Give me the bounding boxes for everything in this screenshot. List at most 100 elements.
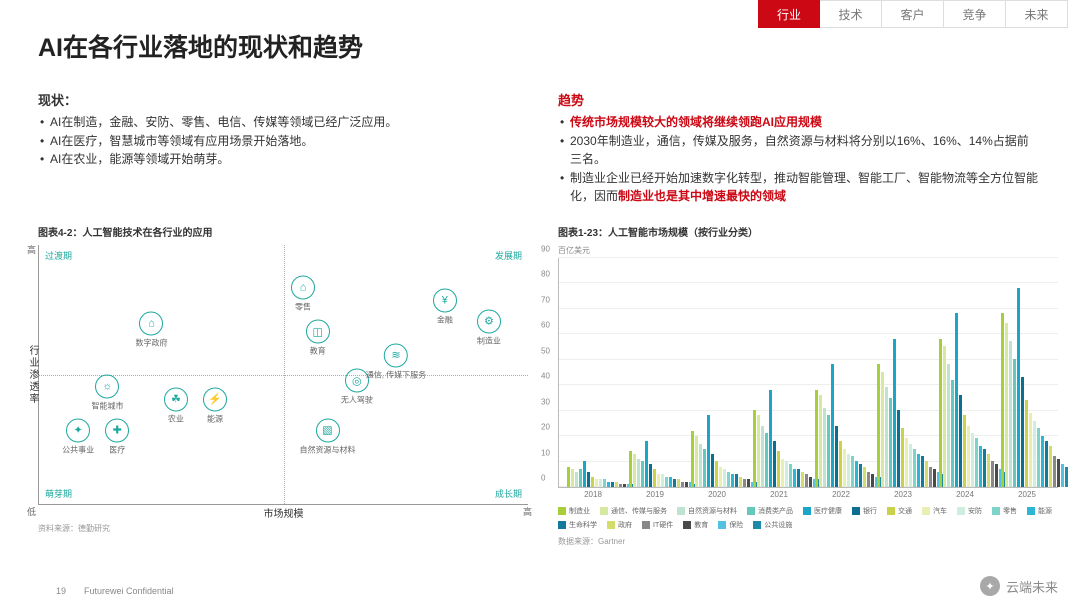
legend-swatch [957,507,965,515]
bar-group [939,313,1006,487]
bar [619,484,622,487]
node-label: 教育 [310,346,326,357]
bar [805,474,808,487]
bar [967,426,970,487]
status-bullet: AI在农业，能源等领域开始萌芽。 [38,150,518,169]
node-label: 金融 [437,315,453,326]
tab-行业[interactable]: 行业 [758,0,820,28]
bar [801,472,804,487]
bar [583,461,586,487]
bar [707,415,710,487]
bar [719,467,722,487]
bar [735,474,738,487]
bar [1009,341,1012,487]
bar [987,454,990,487]
ytick: 50 [541,346,550,355]
bar [711,454,714,487]
bar-group [815,364,882,487]
bar [757,415,760,487]
bar [773,441,776,487]
tab-未来[interactable]: 未来 [1006,0,1068,28]
year-label: 2021 [770,490,788,499]
node-label: 制造业 [477,335,501,346]
tab-客户[interactable]: 客户 [882,0,944,28]
legend-swatch [992,507,1000,515]
bar [921,456,924,487]
scatter-chart: 图表4-2：人工智能技术在各行业的应用 过渡期 发展期 萌芽期 成长期 行业渗透… [38,224,528,534]
bar [723,469,726,487]
bar [963,415,966,487]
node-icon: ✚ [105,418,129,442]
scatter-node: ⌂数字政府 [135,312,167,349]
year-label: 2023 [894,490,912,499]
ytick: 10 [541,448,550,457]
legend-swatch [558,521,566,529]
bar [881,372,884,487]
legend-swatch [642,521,650,529]
bar [1037,428,1040,487]
trend-bullet: 2030年制造业，通信，传媒及服务，自然资源与材料将分别以16%、16%、14%… [558,132,1038,169]
bar [859,464,862,487]
bar [661,474,664,487]
bar [637,459,640,487]
bar [877,364,880,487]
bar-group [1001,288,1068,487]
legend-label: 政府 [618,520,632,530]
scatter-node: ≋通信, 传媒下服务 [366,343,426,380]
bar [649,464,652,487]
ytick: 40 [541,372,550,381]
legend-swatch [753,521,761,529]
bar [979,446,982,487]
status-column: 现状： AI在制造，金融、安防、零售、电信、传媒等领域已经广泛应用。AI在医疗，… [38,90,518,169]
legend-label: 交通 [898,506,912,516]
confidential-label: Futurewei Confidential [84,586,174,596]
corner-tl: 过渡期 [45,249,72,262]
legend-swatch [803,507,811,515]
legend-swatch [558,507,566,515]
legend-item: 通信、传媒与服务 [600,506,667,516]
scatter-node: ☼智能城市 [91,374,123,411]
bar [1049,446,1052,487]
y-high: 高 [27,243,36,256]
bar [607,482,610,487]
bar [1001,313,1004,487]
trend-bullet: 传统市场规模较大的领域将继续领跑AI应用规模 [558,113,1038,132]
legend-label: 自然资源与材料 [688,506,737,516]
node-label: 零售 [295,302,311,313]
legend-label: 保险 [729,520,743,530]
bar [1053,456,1056,487]
bar [743,479,746,487]
scatter-node: ⚙制造业 [477,309,501,346]
scatter-node: ✦公共事业 [62,418,94,455]
legend-swatch [718,521,726,529]
year-label: 2019 [646,490,664,499]
tab-技术[interactable]: 技术 [820,0,882,28]
ytick: 20 [541,423,550,432]
bar [1005,323,1008,487]
tab-竞争[interactable]: 竞争 [944,0,1006,28]
bar [1013,359,1016,487]
status-bullet: AI在制造，金融、安防、零售、电信、传媒等领域已经广泛应用。 [38,113,518,132]
bar [983,449,986,487]
year-label: 2022 [832,490,850,499]
bar [889,398,892,487]
bar [951,380,954,487]
bar [629,451,632,487]
bar [855,461,858,487]
node-icon: ¥ [433,289,457,313]
legend-label: 汽车 [933,506,947,516]
node-label: 农业 [168,413,184,424]
legend-item: 交通 [887,506,912,516]
bar [681,482,684,487]
bar [943,346,946,487]
legend-label: 通信、传媒与服务 [611,506,667,516]
bar [727,472,730,487]
bar [863,467,866,487]
bar [691,431,694,487]
bar [785,461,788,487]
bar [703,449,706,487]
legend-swatch [887,507,895,515]
bar [747,479,750,487]
bar [591,477,594,487]
bar [699,444,702,487]
